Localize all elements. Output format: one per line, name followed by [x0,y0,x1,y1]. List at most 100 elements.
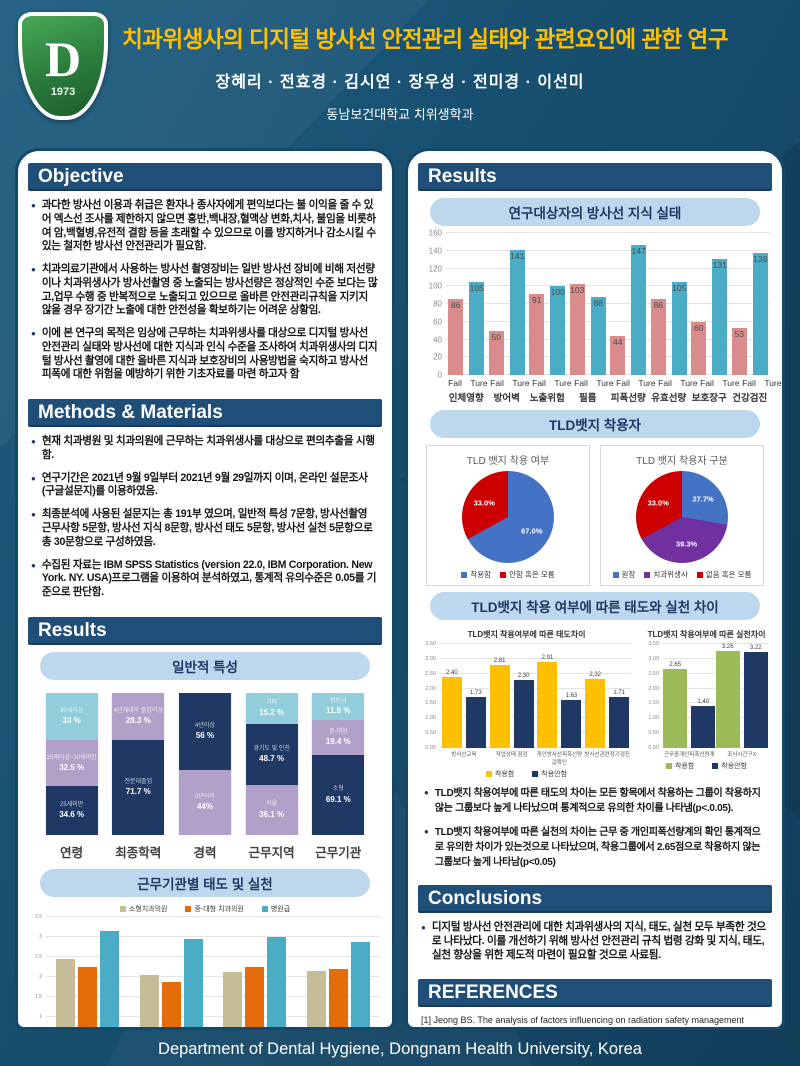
stacked-category-label: 최종학력 [115,845,162,860]
pie: 67.0% 33.0% [462,471,554,563]
y-tick-label: 160 [428,228,442,238]
bar-value-label: 105 [469,282,484,293]
chart-plot: 0 20 40 60 80 100 120 140 160 86 105 50 141 91 100 103 8… [429,229,771,380]
bar: 3.22 [743,645,768,748]
series-sublabel: Fail [448,378,462,388]
bar: 1.71 [609,690,630,748]
segment-percent: 69.1 % [325,794,351,804]
y-tick-label: 1.50 [425,700,436,707]
tld-pie-charts: TLD 뱃지 착용 여부 67.0% 33.0% 착용함 안함 혹은 모름 TLD 뱃지 … [418,445,772,586]
bar: 2.32 [585,672,606,748]
bar-group: 44 147 [608,233,649,375]
bar: 53 [731,327,747,375]
gridline [46,915,380,917]
section-methods-header: Methods & Materials [28,399,382,428]
gridline [446,285,770,287]
series-sublabel: Fail [700,378,714,388]
reference-item: [1] Jeong BS. The analysis of factors in… [421,1015,745,1026]
bullet-item: ● 치과의료기관에서 사용하는 방사선 촬영장비는 일반 방사선 장비에 비해 저… [31,263,379,318]
segment-percent: 36.1 % [259,809,285,819]
bullet-item: ● 디지털 방사선 안전관리에 대한 치과위생사의 지식, 태도, 실천 모두 부… [421,921,769,962]
segment-name: 소형 [332,786,344,793]
segment-percent: 34.6 % [59,810,85,820]
bar-value-label: 131 [712,259,727,270]
section-conclusions-header: Conclusions [418,885,772,913]
legend-label: 원장 [621,570,636,579]
bar-group: 60 131 [689,233,730,375]
slice-label: 39.3% [675,539,698,549]
legend-item: 착용안함 [712,761,747,771]
gridline [440,732,632,734]
y-tick-label: 3 [39,933,42,940]
chart-plot: 0.00 0.50 1.00 1.50 2.00 2.50 3.00 3.50 2.40 1.73… [425,641,632,751]
bar: 88 [590,296,606,375]
gridline [46,955,380,957]
legend-swatch [665,763,672,769]
stacked-bar: 3년이하 44% 4년이상 56 % [177,692,232,835]
tld-diff-charts: TLD뱃지 착용여부에 따른 태도차이 0.00 0.50 1.00 1.50 2.00 2… [422,627,768,782]
bullet-icon: ● [31,473,36,483]
y-tick-label: 2.00 [648,685,660,692]
legend-swatch [712,763,719,769]
bar: 131 [712,258,728,375]
conclusions-bullets: ● 디지털 방사선 안전관리에 대한 치과위생사의 지식, 태도, 실천 모두 부… [418,920,772,975]
bullet-text: 연구기간은 2021년 9월 9일부터 2021년 9월 29일까지 이며, 온… [41,471,368,498]
gridline [440,672,632,674]
segment-percent: 28.3 % [125,716,151,726]
segment-name: 30세이상 [60,707,84,714]
bar: 44 [610,335,626,375]
bullet-text: 과다한 방사선 이용과 취급은 환자나 종사자에게 편익보다는 불 이익을 줄 … [41,199,376,253]
segment-percent: 71.7 % [125,787,151,797]
bar-group: 2.81 2.30 [488,644,536,748]
bar-group: 86 105 [446,233,487,375]
bar-value-label: 91 [532,295,542,306]
bullet-icon: ● [31,560,36,570]
bar: 50 [488,330,504,375]
logo-letter: D [44,31,82,87]
section-objective-header: Objective [28,163,382,191]
slice-label: 33.0% [473,498,495,508]
stacked-segment: 25세이상~30세미만 32.5 % [45,739,98,787]
bar [306,971,326,1027]
pie-chart-box: TLD 뱃지 착용 여부 67.0% 33.0% 착용함 안함 혹은 모름 [426,445,590,586]
series-sublabel: Ture [596,378,614,388]
y-tick-label: 1.50 [648,700,660,707]
bar [161,982,181,1027]
bullet-icon: ● [31,265,36,275]
tld-findings: ● TLD뱃지 착용여부에 따른 태도의 차이는 모든 항목에서 착용하는 그룹이… [418,782,772,881]
y-tick-label: 140 [428,246,442,256]
legend-label: 병원급 [270,905,291,913]
gridline [440,747,632,748]
bar-value-label: 147 [631,245,646,256]
y-tick-label: 80 [433,299,442,309]
series-sublabel: Fail [490,378,504,388]
category-label: 유효선량 [651,393,687,404]
bar-value-label: 2.32 [589,672,602,679]
bar-value-label: 105 [672,282,687,293]
bar-value-label: 103 [570,284,585,295]
bar-value-label: 1.73 [470,689,482,696]
bar [56,958,76,1027]
stacked-column: 서울 36.1 % 경기도 및 인천 48.7 % 기타 15.2 % 근무지역 [244,692,299,861]
bullet-icon: ● [424,827,429,836]
category-label: 피폭선량 [610,393,646,404]
stacked-category-label: 근무지역 [248,845,295,860]
legend-label: 없음 혹은 모름 [705,570,752,579]
bullet-text: TLD뱃지 착용여부에 따른 태도의 차이는 모든 항목에서 착용하는 그룹이 … [434,788,761,814]
bar-value-label: 86 [451,299,461,310]
bar-groups: 2.65 1.40 3.26 3.22 [663,644,768,748]
stacked-segment: 4년제대학 졸업이상 28.3 % [112,692,165,741]
category-label: 조사시간구X [727,752,757,758]
series-sublabel: Fail [742,378,756,388]
series-sublabel: Ture [512,378,530,388]
legend-item: 중-대형 치과의원 [185,904,244,914]
bar-group: 53 138 [730,233,771,375]
category-label: 방사선교육 [451,752,477,758]
y-tick-label: 0.00 [425,745,436,751]
gridline [446,356,770,358]
legend-swatch [485,771,492,777]
bullet-item: ● 이에 본 연구의 목적은 임상에 근무하는 치과위생사를 대상으로 디지털 방… [31,327,379,382]
footer-text: Department of Dental Hygiene, Dongnam He… [158,1039,642,1058]
segment-percent: 48.7 % [259,753,285,763]
objective-bullets: ● 과다한 방사선 이용과 취급은 환자나 종사자에게 편익보다는 불 이익을 줄… [28,198,382,395]
